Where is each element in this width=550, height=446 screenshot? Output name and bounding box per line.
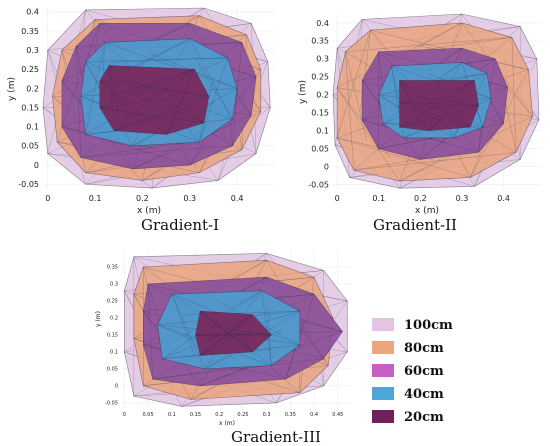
y-tick-label: 0.05 <box>311 144 329 153</box>
region-20cm <box>195 310 272 356</box>
y-tick-label: 0.2 <box>316 91 329 100</box>
legend-label-20cm: 20cm <box>404 410 444 425</box>
x-tick-label: 0.4 <box>231 194 244 203</box>
x-axis-label: x (m) <box>137 206 161 216</box>
x-tick-label: 0.15 <box>190 412 201 418</box>
y-tick-label: 0 <box>115 384 118 390</box>
mesh-20cm <box>399 80 479 131</box>
x-tick-label: 0 <box>335 194 340 203</box>
y-tick-label: 0.4 <box>316 19 329 28</box>
y-tick-label: 0.1 <box>316 127 329 136</box>
x-axis-label: x (m) <box>415 206 439 216</box>
y-axis-label: y (m) <box>95 311 102 327</box>
y-tick-label: 0.05 <box>21 142 39 151</box>
y-tick-label: 0.4 <box>26 8 39 17</box>
y-tick-label: 0.3 <box>26 46 39 55</box>
legend-label-80cm: 80cm <box>404 341 444 356</box>
mesh-20cm <box>195 311 272 356</box>
legend-label-100cm: 100cm <box>404 318 453 333</box>
y-tick-label: 0.15 <box>107 333 118 339</box>
y-tick-label: 0.35 <box>107 265 118 271</box>
x-tick-label: 0.1 <box>168 412 176 418</box>
legend-swatch-40cm <box>372 387 394 400</box>
caption-gradient-2: Gradient-II <box>373 216 457 234</box>
x-tick-label: 0.2 <box>414 194 427 203</box>
y-tick-label: 0.3 <box>316 55 329 64</box>
legend-swatch-60cm <box>372 364 394 377</box>
y-tick-label: 0.25 <box>21 65 39 74</box>
mesh-20cm <box>99 65 209 135</box>
x-tick-label: 0.2 <box>215 412 223 418</box>
legend-swatch-80cm <box>372 341 394 354</box>
x-tick-label: 0.4 <box>310 412 318 418</box>
x-axis-label: x (m) <box>219 420 235 427</box>
y-tick-label: 0.25 <box>107 299 118 305</box>
chart-gradient-1: 0 0.1 0.2 0.3 0.4 -0.05 0 0.05 0.1 0.15 0.2 0.25 0.3… <box>7 8 275 216</box>
legend-label-60cm: 60cm <box>404 364 444 379</box>
x-tick-label: 0.1 <box>372 194 385 203</box>
y-tick-label: 0.35 <box>21 27 39 36</box>
x-tick-label: 0.25 <box>237 412 248 418</box>
x-tick-label: 0.3 <box>183 194 196 203</box>
legend-swatch-100cm <box>372 318 394 331</box>
y-axis-label: y (m) <box>7 77 17 101</box>
region-20cm <box>99 65 210 135</box>
y-tick-label: 0 <box>34 161 39 170</box>
y-tick-label: -0.05 <box>18 180 39 189</box>
y-tick-label: 0.3 <box>110 282 118 288</box>
region-20cm <box>399 80 479 132</box>
y-tick-label: 0.1 <box>26 123 39 132</box>
y-tick-label: 0.15 <box>21 103 39 112</box>
x-tick-label: 0 <box>123 412 126 418</box>
legend-label-40cm: 40cm <box>404 387 444 402</box>
x-tick-label: 0.35 <box>285 412 296 418</box>
x-tick-label: 0.3 <box>456 194 469 203</box>
legend: 100cm 80cm 60cm 40cm 20cm <box>372 318 453 425</box>
x-tick-label: 0 <box>45 194 50 203</box>
x-tick-label: 0.4 <box>497 194 510 203</box>
y-axis-label: y (m) <box>298 80 308 104</box>
x-tick-label: 0.05 <box>143 412 154 418</box>
chart-gradient-2: 0 0.1 0.2 0.3 0.4 -0.05 0 0.05 0.1 0.15 0.2 0.25 0.3… <box>298 13 541 216</box>
x-tick-label: 0.2 <box>136 194 149 203</box>
x-tick-label: 0.1 <box>89 194 102 203</box>
caption-gradient-1: Gradient-I <box>141 216 219 234</box>
chart-gradient-3: 0 0.05 0.1 0.15 0.2 0.25 0.3 0.35 0.4 0.45 -0.05 0 0… <box>95 250 352 427</box>
y-tick-label: 0.2 <box>26 84 39 93</box>
y-tick-label: 0.25 <box>311 73 329 82</box>
y-tick-label: 0.35 <box>311 37 329 46</box>
y-tick-label: 0.15 <box>311 109 329 118</box>
legend-swatch-20cm <box>372 410 394 423</box>
y-tick-label: -0.05 <box>308 180 329 189</box>
y-tick-label: -0.05 <box>105 401 118 407</box>
x-tick-label: 0.45 <box>332 412 343 418</box>
y-tick-label: 0.05 <box>107 367 118 373</box>
caption-gradient-3: Gradient-III <box>231 428 321 446</box>
y-tick-label: 0.2 <box>110 316 118 322</box>
x-tick-label: 0.3 <box>263 412 271 418</box>
y-tick-label: 0.1 <box>110 350 118 356</box>
y-tick-label: 0 <box>324 162 329 171</box>
